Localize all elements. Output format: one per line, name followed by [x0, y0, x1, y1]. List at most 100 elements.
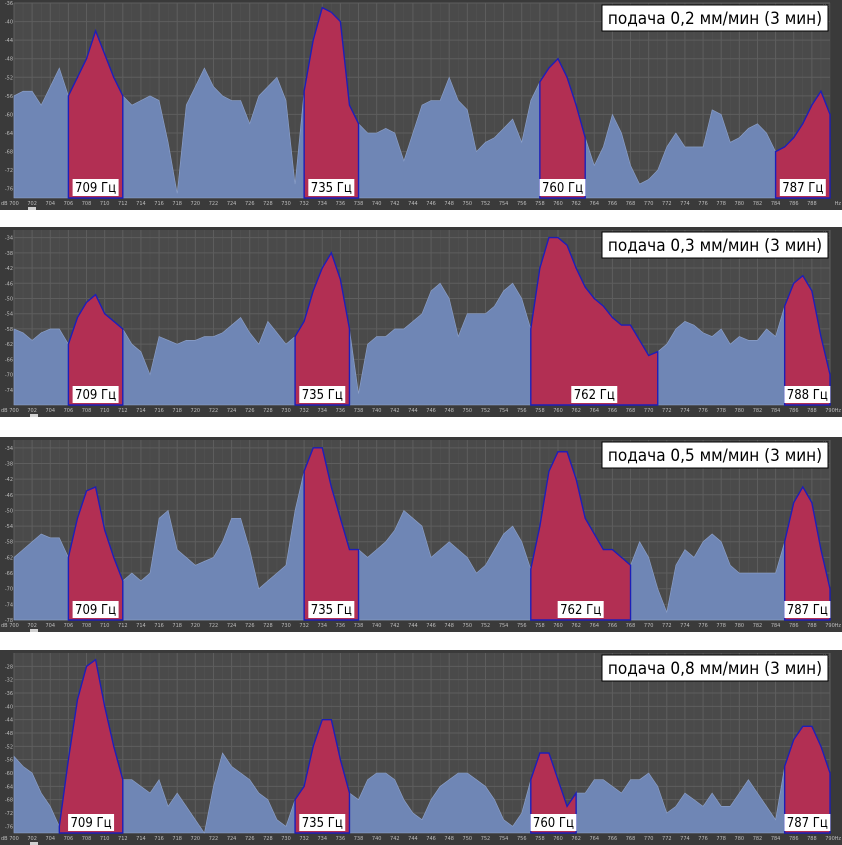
- x-tick-label: 718: [172, 836, 182, 842]
- x-tick-label: 702: [27, 201, 37, 207]
- peak-label: 735 Гц: [311, 181, 352, 196]
- x-tick-label: 772: [662, 836, 672, 842]
- peak-label-box: [72, 601, 119, 618]
- x-tick-label: 762: [571, 201, 581, 207]
- x-tick-label: 766: [608, 201, 618, 207]
- x-tick-label: 728: [263, 408, 273, 414]
- x-tick-label: 786: [789, 408, 799, 414]
- y-tick-label: -76: [5, 187, 13, 193]
- x-tick-label: 756: [517, 623, 527, 629]
- feed-rate-title-box: [601, 4, 829, 32]
- peak-label: 787 Гц: [787, 603, 828, 618]
- scroll-handle[interactable]: [30, 842, 38, 845]
- x-tick-label: 758: [535, 623, 545, 629]
- peak-region: [67, 293, 124, 406]
- peak-label-box: [68, 814, 115, 831]
- spectrum-chart-3: 700 702 704 706 708 710 712 714 716 718 720 722 724 7…: [1, 440, 841, 629]
- y-tick-label: -38: [5, 251, 13, 257]
- peak-label-box: [571, 386, 618, 403]
- x-tick-label: 702: [27, 836, 37, 842]
- x-tick-label: 742: [390, 201, 400, 207]
- x-tick-label: 734: [317, 623, 327, 629]
- x-tick-label: 768: [626, 201, 636, 207]
- x-tick-label: 786: [789, 623, 799, 629]
- x-tick-label: 766: [608, 836, 618, 842]
- y-tick-label: -64: [5, 131, 13, 137]
- x-tick-label: 724: [227, 836, 237, 842]
- x-tick-label: 712: [118, 201, 128, 207]
- spectrum-chart-2: 700 702 704 706 708 710 712 714 716 718 720 722 724 7…: [1, 230, 841, 414]
- x-tick-label: 730: [281, 408, 291, 414]
- feed-rate-title-box: [601, 231, 829, 259]
- x-tick-label: 772: [662, 201, 672, 207]
- spectrum-panel-1: 700 702 704 706 708 710 712 714 716 718 720 722 724 7…: [0, 0, 842, 210]
- x-tick-label: 774: [680, 408, 690, 414]
- x-tick-label: 784: [771, 408, 781, 414]
- x-tick-label: 788: [807, 201, 817, 207]
- y-unit-label: dB: [1, 623, 8, 629]
- x-tick-label: 778: [716, 408, 726, 414]
- y-tick-label: -40: [5, 20, 13, 26]
- peak-label-box: [784, 386, 831, 403]
- peak-label-box: [779, 179, 826, 196]
- x-tick-label: 742: [390, 408, 400, 414]
- x-tick-label: 704: [45, 408, 55, 414]
- peak-label: 735 Гц: [311, 603, 352, 618]
- x-tick-label: 750: [463, 836, 473, 842]
- x-tick-label: 726: [245, 623, 255, 629]
- y-tick-label: -34: [5, 236, 13, 242]
- peak-label-box: [308, 601, 355, 618]
- peak-label-box: [784, 601, 831, 618]
- peak-label-box: [299, 386, 346, 403]
- x-tick-label: 734: [317, 408, 327, 414]
- x-tick-label: 732: [299, 408, 309, 414]
- y-tick-label: -52: [5, 744, 13, 750]
- y-tick-label: -62: [5, 342, 13, 348]
- x-tick-label: 770: [644, 836, 654, 842]
- y-tick-label: -68: [5, 150, 13, 156]
- peak-region: [67, 28, 124, 199]
- x-tick-label: 744: [408, 201, 418, 207]
- scroll-handle[interactable]: [30, 414, 38, 417]
- x-tick-label: 710: [100, 623, 110, 629]
- scroll-handle[interactable]: [30, 629, 38, 632]
- peak-region: [294, 718, 351, 834]
- peak-label-box: [784, 814, 831, 831]
- peak-region: [294, 251, 351, 406]
- x-tick-label: 700: [9, 408, 19, 414]
- x-tick-label: 738: [354, 836, 364, 842]
- peak-label-box: [72, 179, 119, 196]
- x-tick-label: 750: [463, 408, 473, 414]
- x-tick-label: 720: [191, 836, 201, 842]
- peak-label: 787 Гц: [782, 181, 823, 196]
- feed-rate-title: подача 0,2 мм/мин (3 мин): [608, 9, 822, 29]
- x-tick-label: 750: [463, 201, 473, 207]
- x-tick-label: 732: [299, 623, 309, 629]
- y-tick-label: -54: [5, 312, 13, 318]
- scroll-handle[interactable]: [28, 207, 36, 210]
- x-tick-label: 790: [825, 836, 835, 842]
- peak-label: 709 Гц: [70, 816, 111, 831]
- x-tick-label: 768: [626, 623, 636, 629]
- x-tick-label: 752: [481, 408, 491, 414]
- x-tick-label: 746: [426, 201, 436, 207]
- y-tick-label: -38: [5, 461, 13, 467]
- x-tick-label: 756: [517, 836, 527, 842]
- peak-label-box: [72, 386, 119, 403]
- x-tick-label: 736: [336, 408, 346, 414]
- x-tick-label: 744: [408, 623, 418, 629]
- x-tick-label: 764: [589, 408, 599, 414]
- x-tick-label: 758: [535, 836, 545, 842]
- y-tick-label: -46: [5, 493, 13, 499]
- x-tick-label: 772: [662, 623, 672, 629]
- y-tick-label: -48: [5, 57, 13, 63]
- x-unit-label: Hz: [835, 201, 842, 207]
- peak-region: [303, 6, 360, 199]
- x-tick-label: 744: [408, 836, 418, 842]
- x-tick-label: 780: [735, 623, 745, 629]
- x-tick-label: 762: [571, 623, 581, 629]
- x-tick-label: 722: [209, 201, 219, 207]
- peak-label: 709 Гц: [75, 181, 116, 196]
- x-tick-label: 730: [281, 201, 291, 207]
- y-tick-label: -66: [5, 357, 13, 363]
